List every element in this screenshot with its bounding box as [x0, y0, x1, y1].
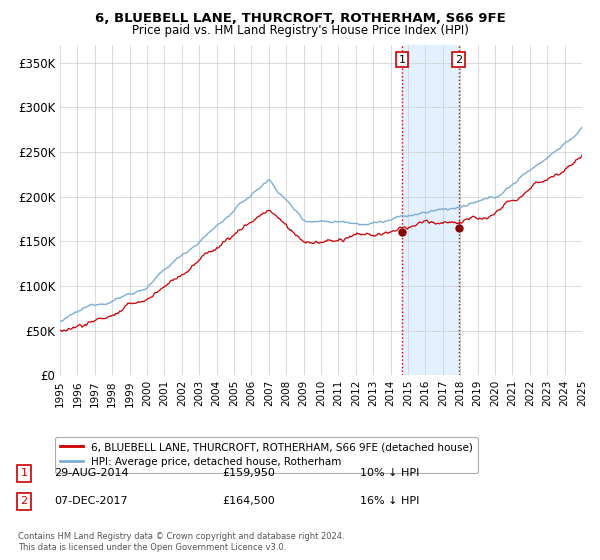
- Text: 16% ↓ HPI: 16% ↓ HPI: [360, 496, 419, 506]
- Text: 2: 2: [455, 55, 463, 64]
- Bar: [402, 45, 459, 375]
- Text: £159,950: £159,950: [222, 468, 275, 478]
- Legend: 6, BLUEBELL LANE, THURCROFT, ROTHERHAM, S66 9FE (detached house), HPI: Average p: 6, BLUEBELL LANE, THURCROFT, ROTHERHAM, …: [55, 437, 478, 473]
- Text: Contains HM Land Registry data © Crown copyright and database right 2024.
This d: Contains HM Land Registry data © Crown c…: [18, 532, 344, 552]
- Text: 07-DEC-2017: 07-DEC-2017: [54, 496, 128, 506]
- Text: 1: 1: [398, 55, 406, 64]
- Text: 6, BLUEBELL LANE, THURCROFT, ROTHERHAM, S66 9FE: 6, BLUEBELL LANE, THURCROFT, ROTHERHAM, …: [95, 12, 505, 25]
- Text: 2: 2: [20, 496, 28, 506]
- Text: 1: 1: [20, 468, 28, 478]
- Text: 10% ↓ HPI: 10% ↓ HPI: [360, 468, 419, 478]
- Text: Price paid vs. HM Land Registry's House Price Index (HPI): Price paid vs. HM Land Registry's House …: [131, 24, 469, 36]
- Text: £164,500: £164,500: [222, 496, 275, 506]
- Text: 29-AUG-2014: 29-AUG-2014: [54, 468, 128, 478]
